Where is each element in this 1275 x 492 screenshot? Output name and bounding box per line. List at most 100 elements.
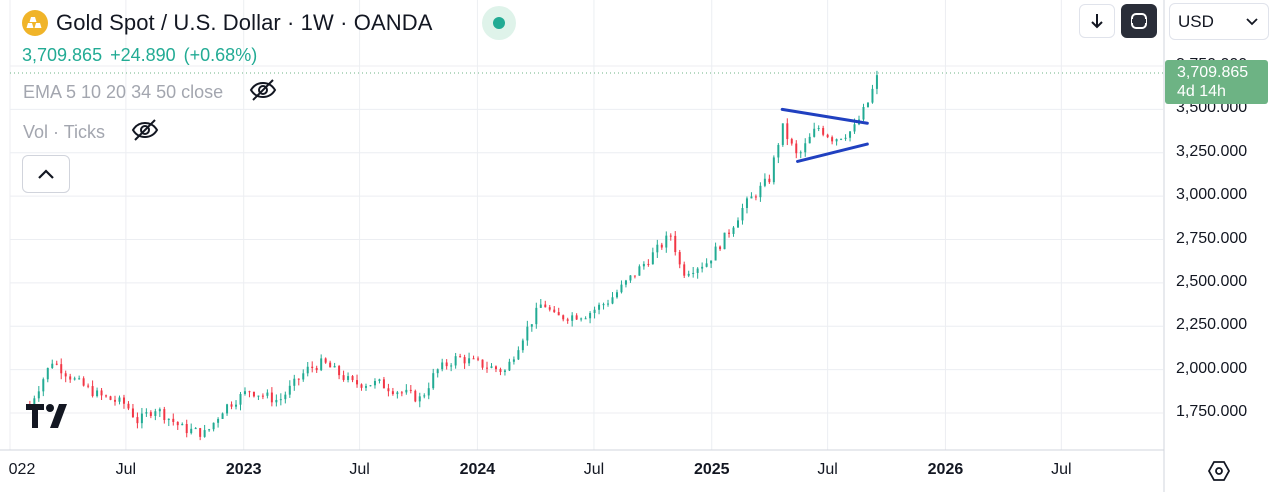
candle-body [849, 131, 852, 138]
candle-body [311, 366, 314, 368]
candle-body [145, 412, 148, 414]
indicator-ema[interactable]: EMA 5 10 20 34 50 close [23, 78, 277, 107]
candle-body [432, 373, 435, 389]
candle-body [696, 268, 699, 273]
time-tick-label: Jul [583, 461, 605, 478]
candle-body [580, 318, 583, 320]
candle-body [356, 380, 359, 385]
candle-body [212, 422, 215, 430]
candle-body [320, 358, 323, 371]
market-open-indicator[interactable] [482, 6, 516, 40]
candle-body [678, 252, 681, 265]
candle-body [656, 244, 659, 253]
candle-body [754, 196, 757, 198]
candle-body [172, 418, 175, 422]
candle-body [176, 421, 179, 426]
candle-body [557, 312, 560, 316]
eye-off-icon[interactable] [131, 118, 159, 147]
candle-body [463, 357, 466, 364]
candle-body [844, 137, 847, 139]
candle-body [808, 136, 811, 144]
candle-body [669, 235, 672, 237]
collapse-legend-button[interactable] [22, 155, 70, 193]
candle-body [105, 395, 108, 397]
candle-body [736, 220, 739, 228]
candle-body [719, 246, 722, 250]
chart-grid [9, 0, 1163, 450]
candle-body [750, 196, 753, 199]
candle-body [60, 364, 63, 374]
candle-body [369, 385, 372, 387]
bar-countdown: 4d 14h [1177, 83, 1226, 100]
candle-body [862, 107, 865, 120]
last-price: 3,709.865 [22, 45, 103, 65]
candle-body [732, 227, 735, 234]
tradingview-logo[interactable] [26, 404, 74, 433]
candlestick-series [28, 70, 878, 441]
price-tick-label: 2,500.000 [1176, 272, 1248, 290]
candle-body [741, 208, 744, 221]
candle-body [400, 392, 403, 394]
candle-body [387, 388, 390, 392]
candle-body [490, 366, 493, 368]
candle-body [167, 418, 170, 421]
candle-body [275, 399, 278, 403]
candle-body [109, 396, 112, 400]
settings-icon [1207, 461, 1231, 481]
candle-body [185, 424, 188, 434]
candle-body [414, 390, 417, 402]
candle-body [772, 157, 775, 183]
candle-body [351, 376, 354, 381]
candle-body [759, 185, 762, 198]
chevron-up-icon [38, 169, 54, 179]
candle-body [674, 235, 677, 253]
candle-body [306, 366, 309, 374]
candle-body [853, 124, 856, 132]
candle-body [131, 408, 134, 418]
candle-body [252, 391, 255, 397]
candle-body [647, 263, 650, 265]
candle-body [391, 391, 394, 395]
candle-body [589, 313, 592, 319]
price-tick-label: 3,000.000 [1176, 186, 1248, 204]
candle-body [728, 232, 731, 234]
rounded-square-icon [1131, 13, 1147, 29]
candle-body [293, 378, 296, 386]
candle-body [705, 263, 708, 267]
scroll-to-latest-button[interactable] [1079, 4, 1115, 38]
candle-body [302, 373, 305, 380]
candle-body [284, 394, 287, 400]
candle-body [140, 413, 143, 424]
symbol-title[interactable]: Gold Spot / U.S. Dollar · 1W · OANDA [56, 10, 433, 35]
candle-body [499, 369, 502, 372]
currency-select[interactable]: USD [1169, 3, 1269, 40]
candle-body [333, 366, 336, 368]
eye-off-icon[interactable] [249, 78, 277, 107]
candle-body [257, 395, 260, 397]
time-tick-label: 2024 [459, 461, 496, 478]
indicator-volume[interactable]: Vol · Ticks [23, 118, 159, 147]
candle-body [396, 392, 399, 395]
candle-body [181, 424, 184, 426]
time-tick-label: 2026 [927, 461, 964, 478]
candle-body [51, 363, 54, 368]
symbol-header[interactable]: Gold Spot / U.S. Dollar · 1W · OANDA [22, 6, 432, 40]
candle-body [866, 102, 869, 108]
fullscreen-button[interactable] [1121, 4, 1157, 38]
candle-body [203, 430, 206, 437]
candle-body [486, 367, 489, 369]
candle-body [149, 412, 152, 416]
candle-body [665, 235, 668, 248]
candle-body [633, 275, 636, 277]
candle-body [418, 396, 421, 402]
chart-settings-button[interactable] [1206, 458, 1232, 484]
candle-body [73, 378, 76, 380]
candle-body [786, 123, 789, 140]
candle-body [508, 361, 511, 371]
candle-body [629, 275, 632, 281]
time-tick-label: 2023 [225, 461, 262, 478]
candle-body [248, 391, 251, 393]
time-tick-label: Jul [115, 461, 137, 478]
time-tick-label: 022 [8, 461, 36, 478]
